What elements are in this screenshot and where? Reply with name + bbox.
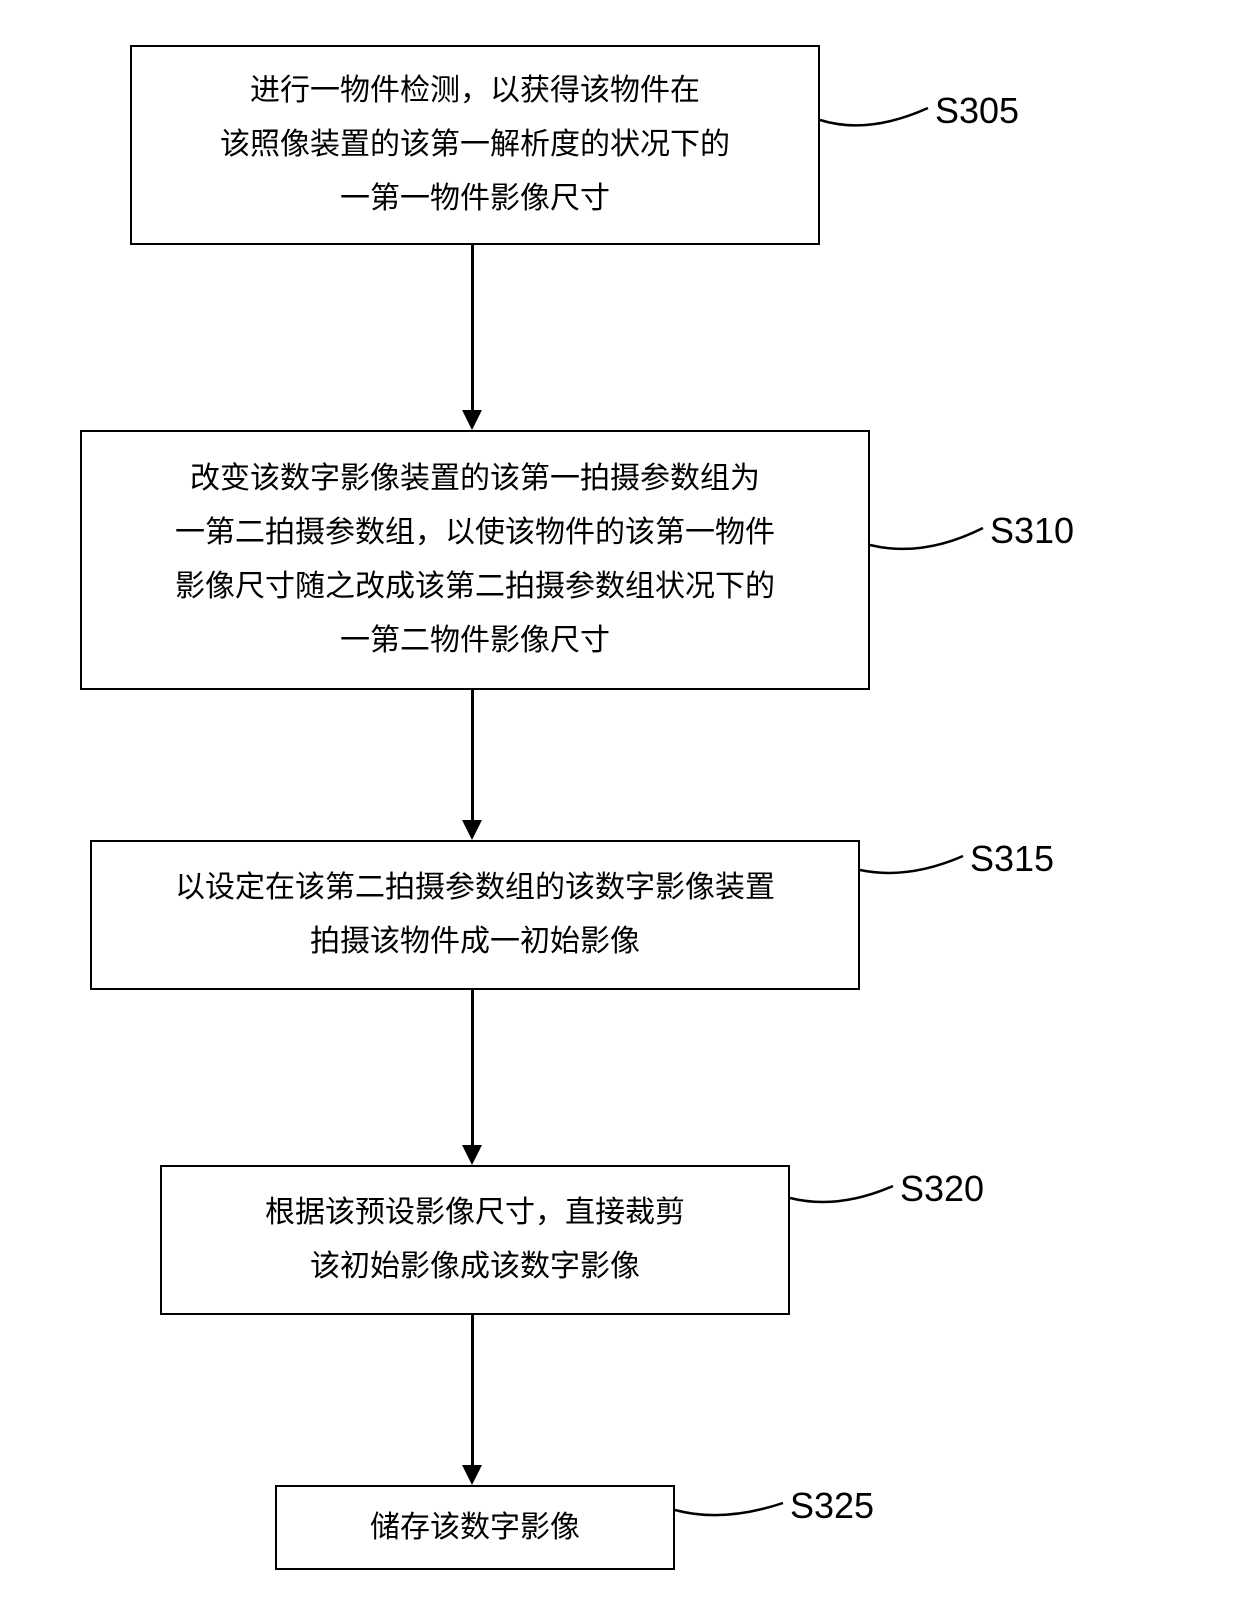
- arrow-line: [471, 990, 474, 1145]
- flow-step-s320: 根据该预设影像尺寸，直接裁剪该初始影像成该数字影像: [160, 1165, 790, 1315]
- arrow-head: [462, 1145, 482, 1165]
- arrow-head: [462, 820, 482, 840]
- flow-step-text: 以设定在该第二拍摄参数组的该数字影像装置拍摄该物件成一初始影像: [175, 861, 775, 969]
- flow-step-s305: 进行一物件检测，以获得该物件在该照像装置的该第一解析度的状况下的一第一物件影像尺…: [130, 45, 820, 245]
- step-label-s310: S310: [990, 510, 1074, 552]
- connector-s325: [673, 1485, 793, 1535]
- flow-step-text: 根据该预设影像尺寸，直接裁剪该初始影像成该数字影像: [265, 1186, 685, 1294]
- connector-s305: [818, 90, 938, 150]
- arrow-line: [471, 1315, 474, 1465]
- arrow-head: [462, 1465, 482, 1485]
- step-label-s315: S315: [970, 838, 1054, 880]
- step-label-s320: S320: [900, 1168, 984, 1210]
- flow-step-s315: 以设定在该第二拍摄参数组的该数字影像装置拍摄该物件成一初始影像: [90, 840, 860, 990]
- connector-s320: [788, 1168, 903, 1223]
- flow-step-s325: 储存该数字影像: [275, 1485, 675, 1570]
- arrow-line: [471, 690, 474, 820]
- connector-s310: [868, 510, 993, 570]
- connector-s315: [858, 838, 973, 893]
- arrow-head: [462, 410, 482, 430]
- flow-step-text: 储存该数字影像: [370, 1501, 580, 1555]
- flow-step-text: 进行一物件检测，以获得该物件在该照像装置的该第一解析度的状况下的一第一物件影像尺…: [220, 64, 730, 226]
- flow-step-s310: 改变该数字影像装置的该第一拍摄参数组为一第二拍摄参数组，以使该物件的该第一物件影…: [80, 430, 870, 690]
- flow-step-text: 改变该数字影像装置的该第一拍摄参数组为一第二拍摄参数组，以使该物件的该第一物件影…: [175, 452, 775, 668]
- step-label-s305: S305: [935, 90, 1019, 132]
- arrow-line: [471, 245, 474, 410]
- step-label-s325: S325: [790, 1485, 874, 1527]
